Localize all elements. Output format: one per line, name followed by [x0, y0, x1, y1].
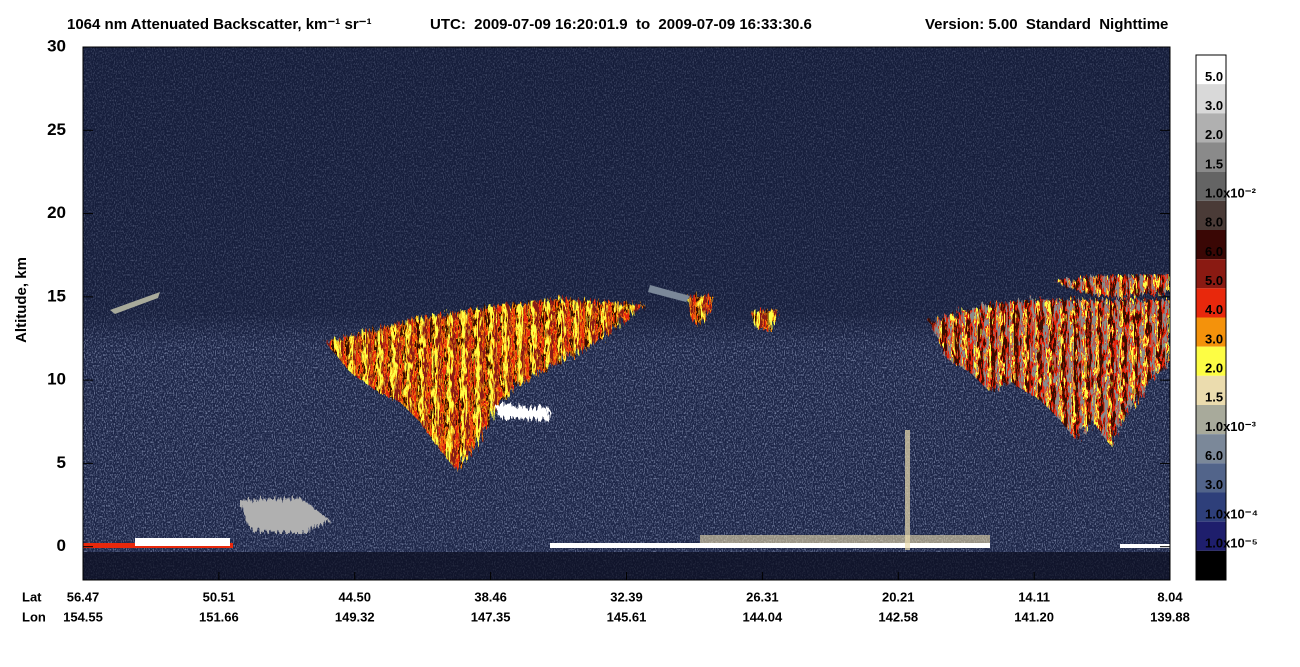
time-range: UTC: 2009-07-09 16:20:01.9 to 2009-07-09… — [430, 16, 812, 33]
x-row-name: Lon — [22, 609, 46, 624]
colorbar-label: 1.5 — [1205, 390, 1223, 405]
y-axis-label: Altitude, km — [13, 257, 30, 343]
colorbar-label: 4.0 — [1205, 302, 1223, 317]
y-tick-label: 15 — [47, 286, 66, 305]
colorbar-label: 6.0 — [1205, 448, 1223, 463]
y-tick-label: 10 — [47, 370, 66, 389]
y-tick-label: 20 — [47, 203, 66, 222]
y-tick-label: 0 — [57, 536, 66, 555]
x-tick-label: 38.46 — [474, 589, 507, 604]
x-tick-label: 50.51 — [203, 589, 236, 604]
x-tick-label: 147.35 — [471, 609, 511, 624]
colorbar-swatch — [1196, 375, 1226, 405]
colorbar-label: 1.0x10⁻⁴ — [1205, 506, 1258, 521]
colorbar-swatch — [1196, 317, 1226, 347]
colorbar-swatch — [1196, 405, 1226, 435]
colorbar-label: 3.0 — [1205, 98, 1223, 113]
colorbar-label: 1.0x10⁻² — [1205, 186, 1257, 201]
x-tick-label: 145.61 — [607, 609, 647, 624]
colorbar-label: 5.0 — [1205, 69, 1223, 84]
colorbar-swatch — [1196, 521, 1226, 551]
x-tick-label: 56.47 — [67, 589, 100, 604]
x-tick-label: 14.11 — [1018, 589, 1050, 604]
x-tick-label: 151.66 — [199, 609, 239, 624]
x-tick-label: 139.88 — [1150, 609, 1190, 624]
colorbar-swatch — [1196, 200, 1226, 230]
colorbar-label: 1.0x10⁻⁵ — [1205, 536, 1258, 551]
x-tick-label: 142.58 — [878, 609, 918, 624]
version: Version: 5.00 Standard Nighttime — [925, 16, 1168, 33]
colorbar-label: 5.0 — [1205, 273, 1223, 288]
x-tick-label: 149.32 — [335, 609, 375, 624]
colorbar-swatch — [1196, 492, 1226, 522]
colorbar-label: 2.0 — [1205, 361, 1223, 376]
x-tick-label: 144.04 — [742, 609, 783, 624]
colorbar-swatch — [1196, 259, 1226, 289]
x-tick-label: 32.39 — [610, 589, 643, 604]
colorbar-swatch — [1196, 550, 1226, 580]
x-tick-label: 44.50 — [338, 589, 371, 604]
x-tick-label: 154.55 — [63, 609, 103, 624]
x-tick-label: 26.31 — [746, 589, 779, 604]
colorbar-swatch — [1196, 346, 1226, 376]
y-tick-label: 30 — [47, 36, 66, 55]
colorbar-swatch — [1196, 84, 1226, 114]
colorbar-label: 1.0x10⁻³ — [1205, 419, 1257, 434]
x-row-name: Lat — [22, 589, 42, 604]
chart-title: 1064 nm Attenuated Backscatter, km⁻¹ sr⁻… — [67, 16, 372, 33]
colorbar-swatch — [1196, 434, 1226, 464]
colorbar-label: 1.5 — [1205, 156, 1223, 171]
colorbar-swatch — [1196, 55, 1226, 85]
plot-field — [82, 46, 1171, 581]
colorbar-label: 3.0 — [1205, 477, 1223, 492]
colorbar-frame — [1195, 54, 1227, 581]
y-tick-label: 5 — [57, 453, 66, 472]
colorbar-swatch — [1196, 142, 1226, 172]
x-tick-label: 8.04 — [1157, 589, 1183, 604]
x-tick-label: 141.20 — [1014, 609, 1054, 624]
colorbar-label: 2.0 — [1205, 127, 1223, 142]
x-tick-label: 20.21 — [882, 589, 915, 604]
colorbar-swatch — [1196, 463, 1226, 493]
y-tick-label: 25 — [47, 120, 66, 139]
colorbar-swatch — [1196, 113, 1226, 143]
colorbar-label: 8.0 — [1205, 215, 1223, 230]
colorbar-label: 6.0 — [1205, 244, 1223, 259]
colorbar-label: 3.0 — [1205, 331, 1223, 346]
colorbar-swatch — [1196, 171, 1226, 201]
colorbar-swatch — [1196, 230, 1226, 260]
colorbar-swatch — [1196, 288, 1226, 318]
